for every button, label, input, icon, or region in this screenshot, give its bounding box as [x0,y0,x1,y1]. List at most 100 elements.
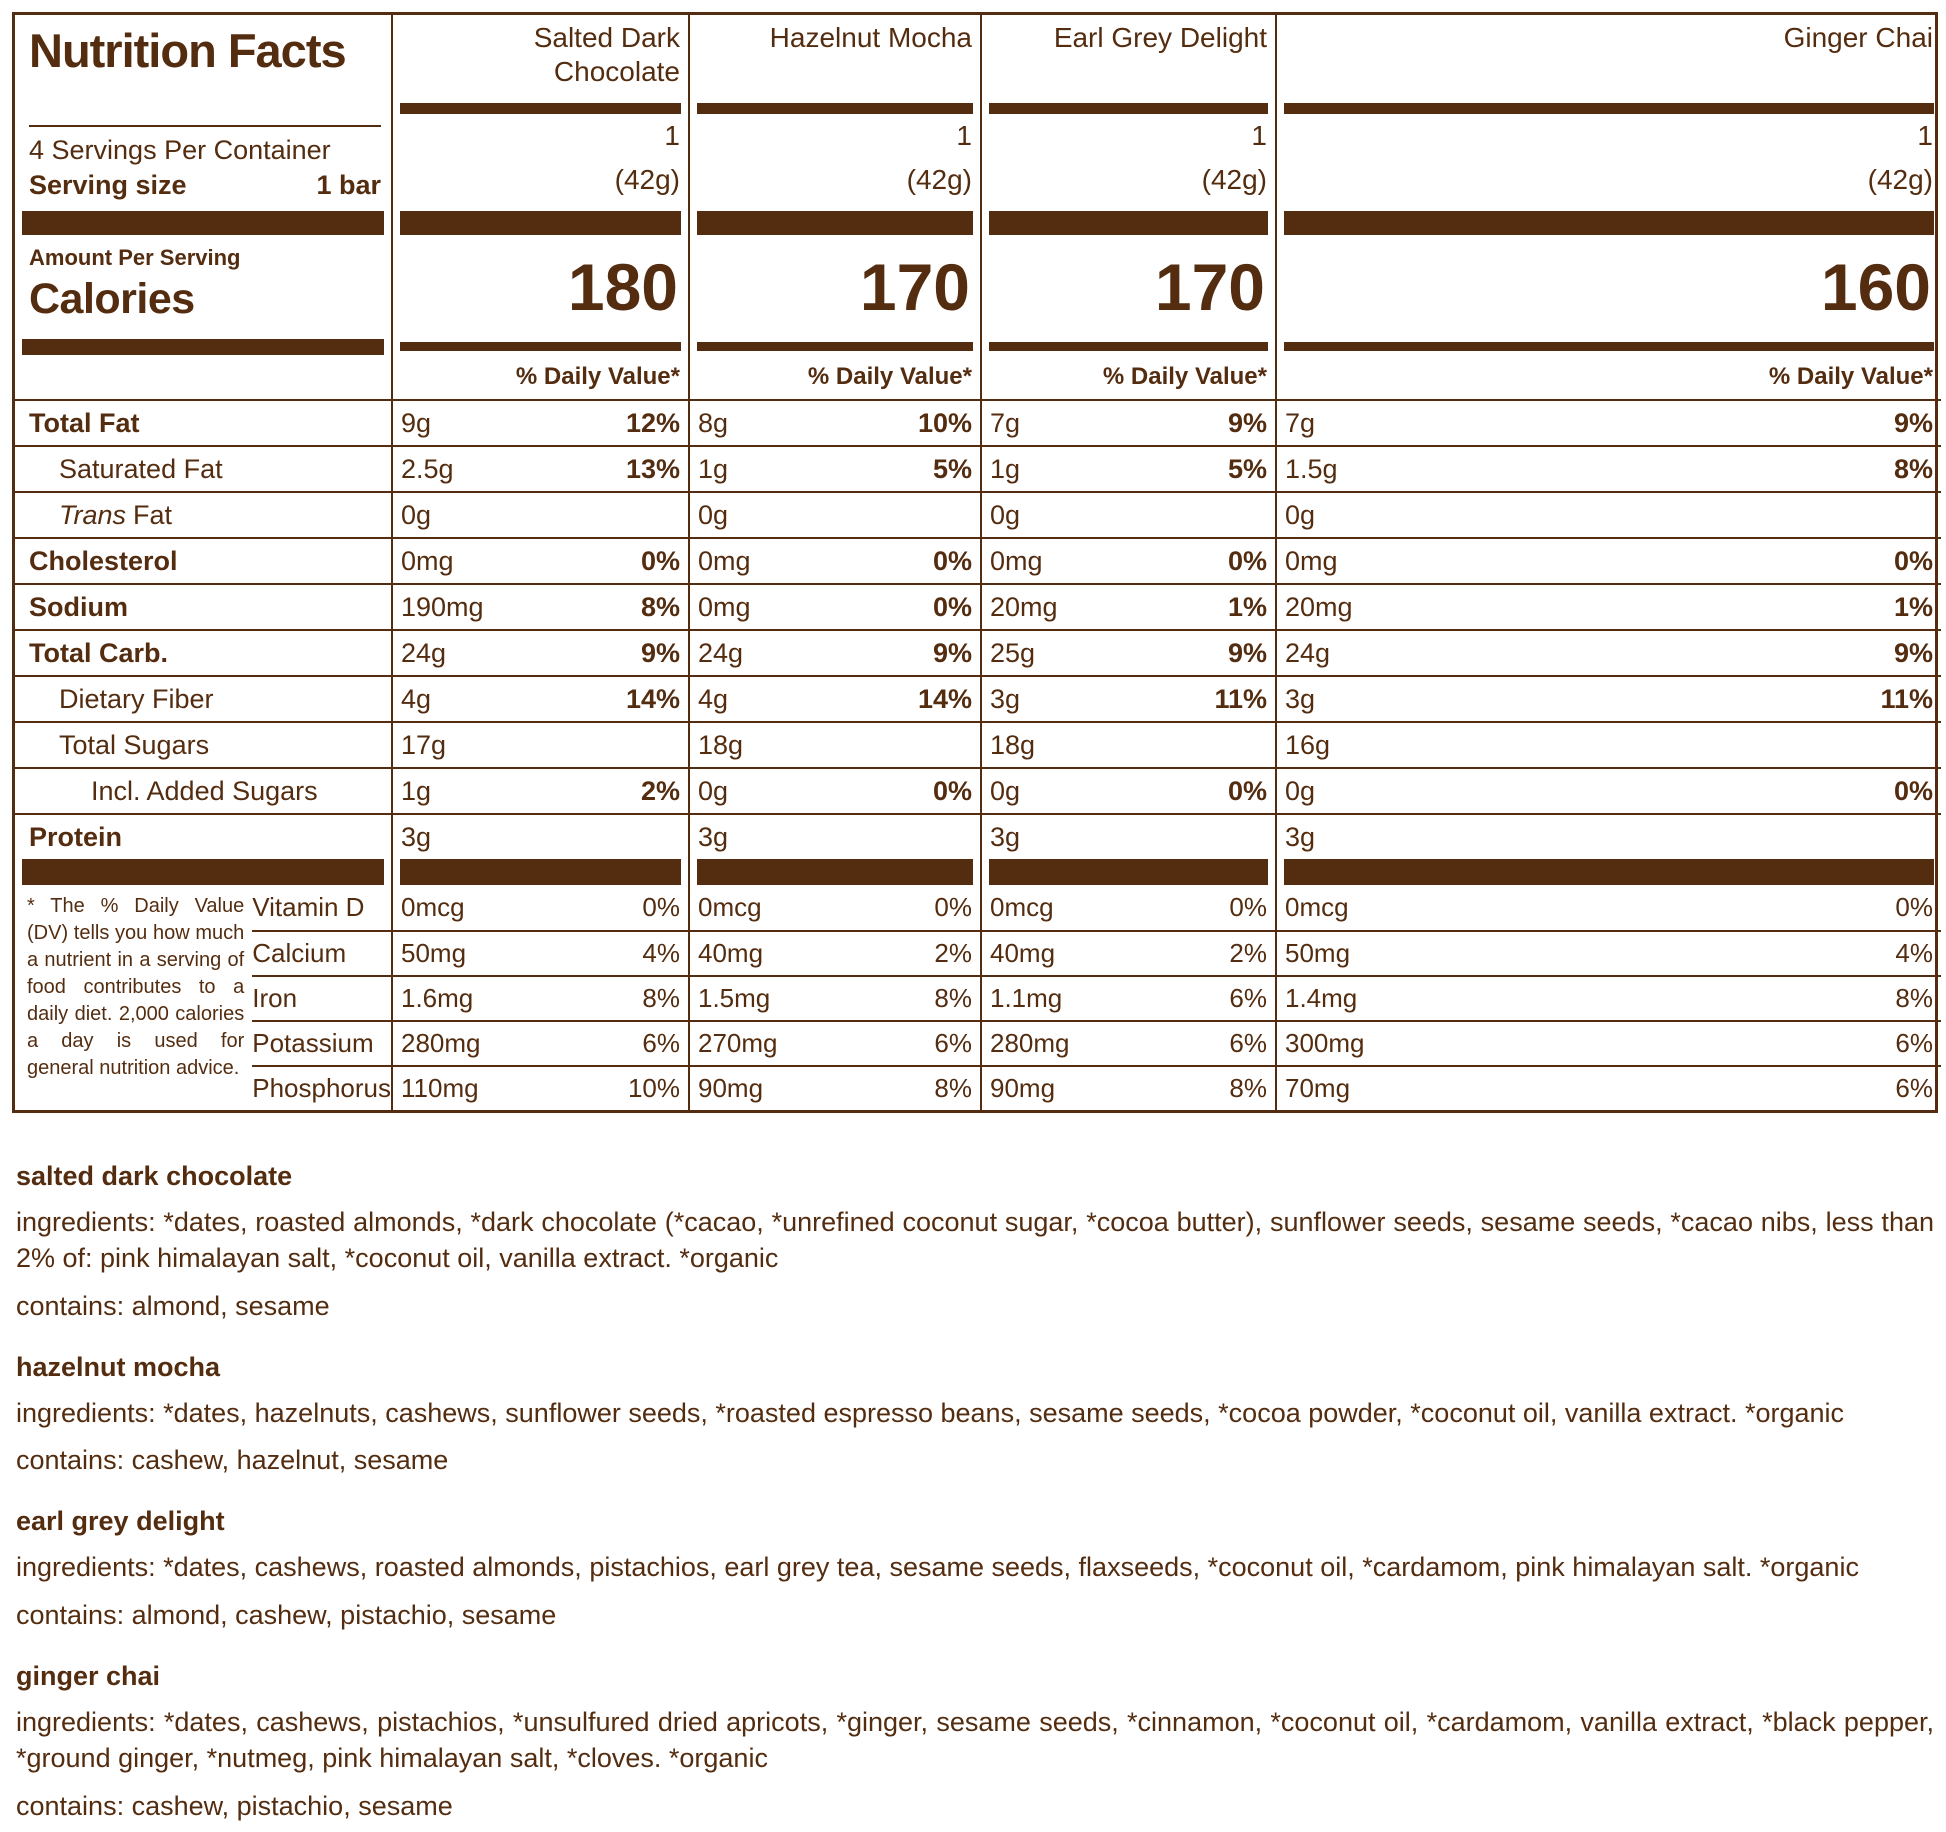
nutrient-label: Incl. Added Sugars [15,767,391,813]
product-servings: 1 [664,120,680,151]
micronutrient-column: 0mcg 0% 50mg 4% 1.4mg 8% 300mg 6% 70mg 6% [1275,885,1941,1110]
amount: 280mg [401,1028,481,1058]
divider-bar [697,342,973,351]
daily-value: 8% [1229,1073,1267,1103]
nutrient-value-cell: 0g 0% [980,767,1275,813]
nutrient-row-dietary-fiber: Dietary Fiber 4g 14% 4g 14% 3g 11% 3g 11% [15,675,1941,721]
nutrient-value-cell: 7g 9% [1275,399,1941,445]
daily-value: 12% [625,407,680,438]
amount: 1g [401,775,432,806]
divider-bar [697,103,973,114]
product-column-header: Ginger Chai 1 (42g) [1275,15,1941,211]
daily-value: 0% [1893,545,1933,576]
amount: 3g [698,821,729,852]
ingredient-section-earl-grey-delight: earl grey delight ingredients: *dates, c… [16,1506,1934,1630]
divider-bar [697,211,973,235]
divider-bar [400,211,681,235]
daily-value: 9% [1227,637,1267,668]
divider-bar [1284,211,1934,235]
calories-label-block: Amount Per Serving Calories [15,235,391,339]
daily-value: 0% [932,775,972,806]
micronutrient-column: 0mcg 0% 50mg 4% 1.6mg 8% 280mg 6% 110mg 10% [391,885,688,1110]
daily-value: 8% [934,983,972,1013]
product-servings: 1 [1917,120,1933,151]
nutrient-label: Total Fat [15,399,391,445]
amount: 7g [1285,407,1316,438]
daily-value-header: % Daily Value* [391,355,688,399]
product-servings: 1 [956,120,972,151]
daily-value: 9% [1893,407,1933,438]
serving-info-block: 4 Servings Per Container Serving size 1 … [29,125,381,211]
amount: 20mg [990,591,1058,622]
amount: 1.6mg [401,983,474,1013]
nutrient-value-cell: 8g 10% [688,399,980,445]
daily-value: 6% [1895,1073,1933,1103]
nutrient-value-cell: 7g 9% [980,399,1275,445]
nutrient-value-cell: 1g 5% [980,445,1275,491]
product-column-header: Hazelnut Mocha 1 (42g) [688,15,980,211]
product-serving-weight: (42g) [614,164,680,195]
amount: 3g [401,821,432,852]
amount: 0mg [401,545,454,576]
daily-value-header: % Daily Value* [688,355,980,399]
nutrient-value-cell: 3g 11% [1275,675,1941,721]
daily-value: 0% [1893,775,1933,806]
nutrient-value-cell: 1g 5% [688,445,980,491]
nutrient-value-cell: 1g 2% [391,767,688,813]
amount: 70mg [1285,1073,1351,1103]
micronutrient-section: * The % Daily Value (DV) tells you how m… [15,885,1941,1110]
divider-bar [1284,859,1934,885]
calories-value: 170 [688,235,980,339]
nutrition-facts-table: Nutrition Facts 4 Servings Per Container… [12,12,1941,1113]
nutrient-label: Total Carb. [15,629,391,675]
divider-bar [989,103,1268,114]
product-column-header: Salted Dark Chocolate 1 (42g) [391,15,688,211]
daily-value: 0% [934,892,972,922]
nutrient-row-total-carb: Total Carb. 24g 9% 24g 9% 25g 9% 24g 9% [15,629,1941,675]
nutrient-value-cell: 3g 11% [980,675,1275,721]
product-servings: 1 [1251,120,1267,151]
amount: 90mg [990,1073,1056,1103]
calories-value: 180 [391,235,688,339]
nutrient-value-cell: 20mg 1% [980,583,1275,629]
amount: 190mg [401,591,484,622]
amount: 8g [698,407,729,438]
nutrient-value-cell: 0g 0% [1275,767,1941,813]
daily-value: 1% [1227,591,1267,622]
daily-value: 10% [917,407,972,438]
amount: 0g [1285,499,1316,530]
amount: 0mcg [401,892,465,922]
daily-value: 13% [625,453,680,484]
divider-bar [989,211,1268,235]
amount: 0g [698,775,729,806]
nutrient-value-cell: 0mg 0% [1275,537,1941,583]
product-serving-weight: (42g) [1201,164,1267,195]
amount: 0mg [1285,545,1338,576]
amount: 0mg [990,545,1043,576]
daily-value: 5% [1227,453,1267,484]
divider-bar [400,342,681,351]
daily-value: 1% [1893,591,1933,622]
nutrient-value-cell: 0g [391,491,688,537]
amount: 0g [990,775,1021,806]
product-column-header: Earl Grey Delight 1 (42g) [980,15,1275,211]
daily-value: 8% [1893,453,1933,484]
daily-value: 8% [934,1073,972,1103]
amount: 18g [990,729,1036,760]
daily-value: 2% [934,938,972,968]
micronutrient-column: 0mcg 0% 40mg 2% 1.5mg 8% 270mg 6% 90mg 8% [688,885,980,1110]
nutrient-value-cell: 190mg 8% [391,583,688,629]
daily-value: 9% [932,637,972,668]
divider-bar [989,342,1268,351]
nutrient-value-cell: 9g 12% [391,399,688,445]
nutrient-value-cell: 2.5g 13% [391,445,688,491]
serving-size-label: Serving size [29,170,187,200]
contains-text: contains: cashew, pistachio, sesame [16,1790,453,1821]
amount: 1.1mg [990,983,1063,1013]
footnote-and-names: * The % Daily Value (DV) tells you how m… [15,885,391,1110]
product-name: Hazelnut Mocha [769,22,972,53]
flavor-heading: hazelnut mocha [16,1351,221,1382]
daily-value: 6% [1229,983,1267,1013]
divider-bar [400,103,681,114]
